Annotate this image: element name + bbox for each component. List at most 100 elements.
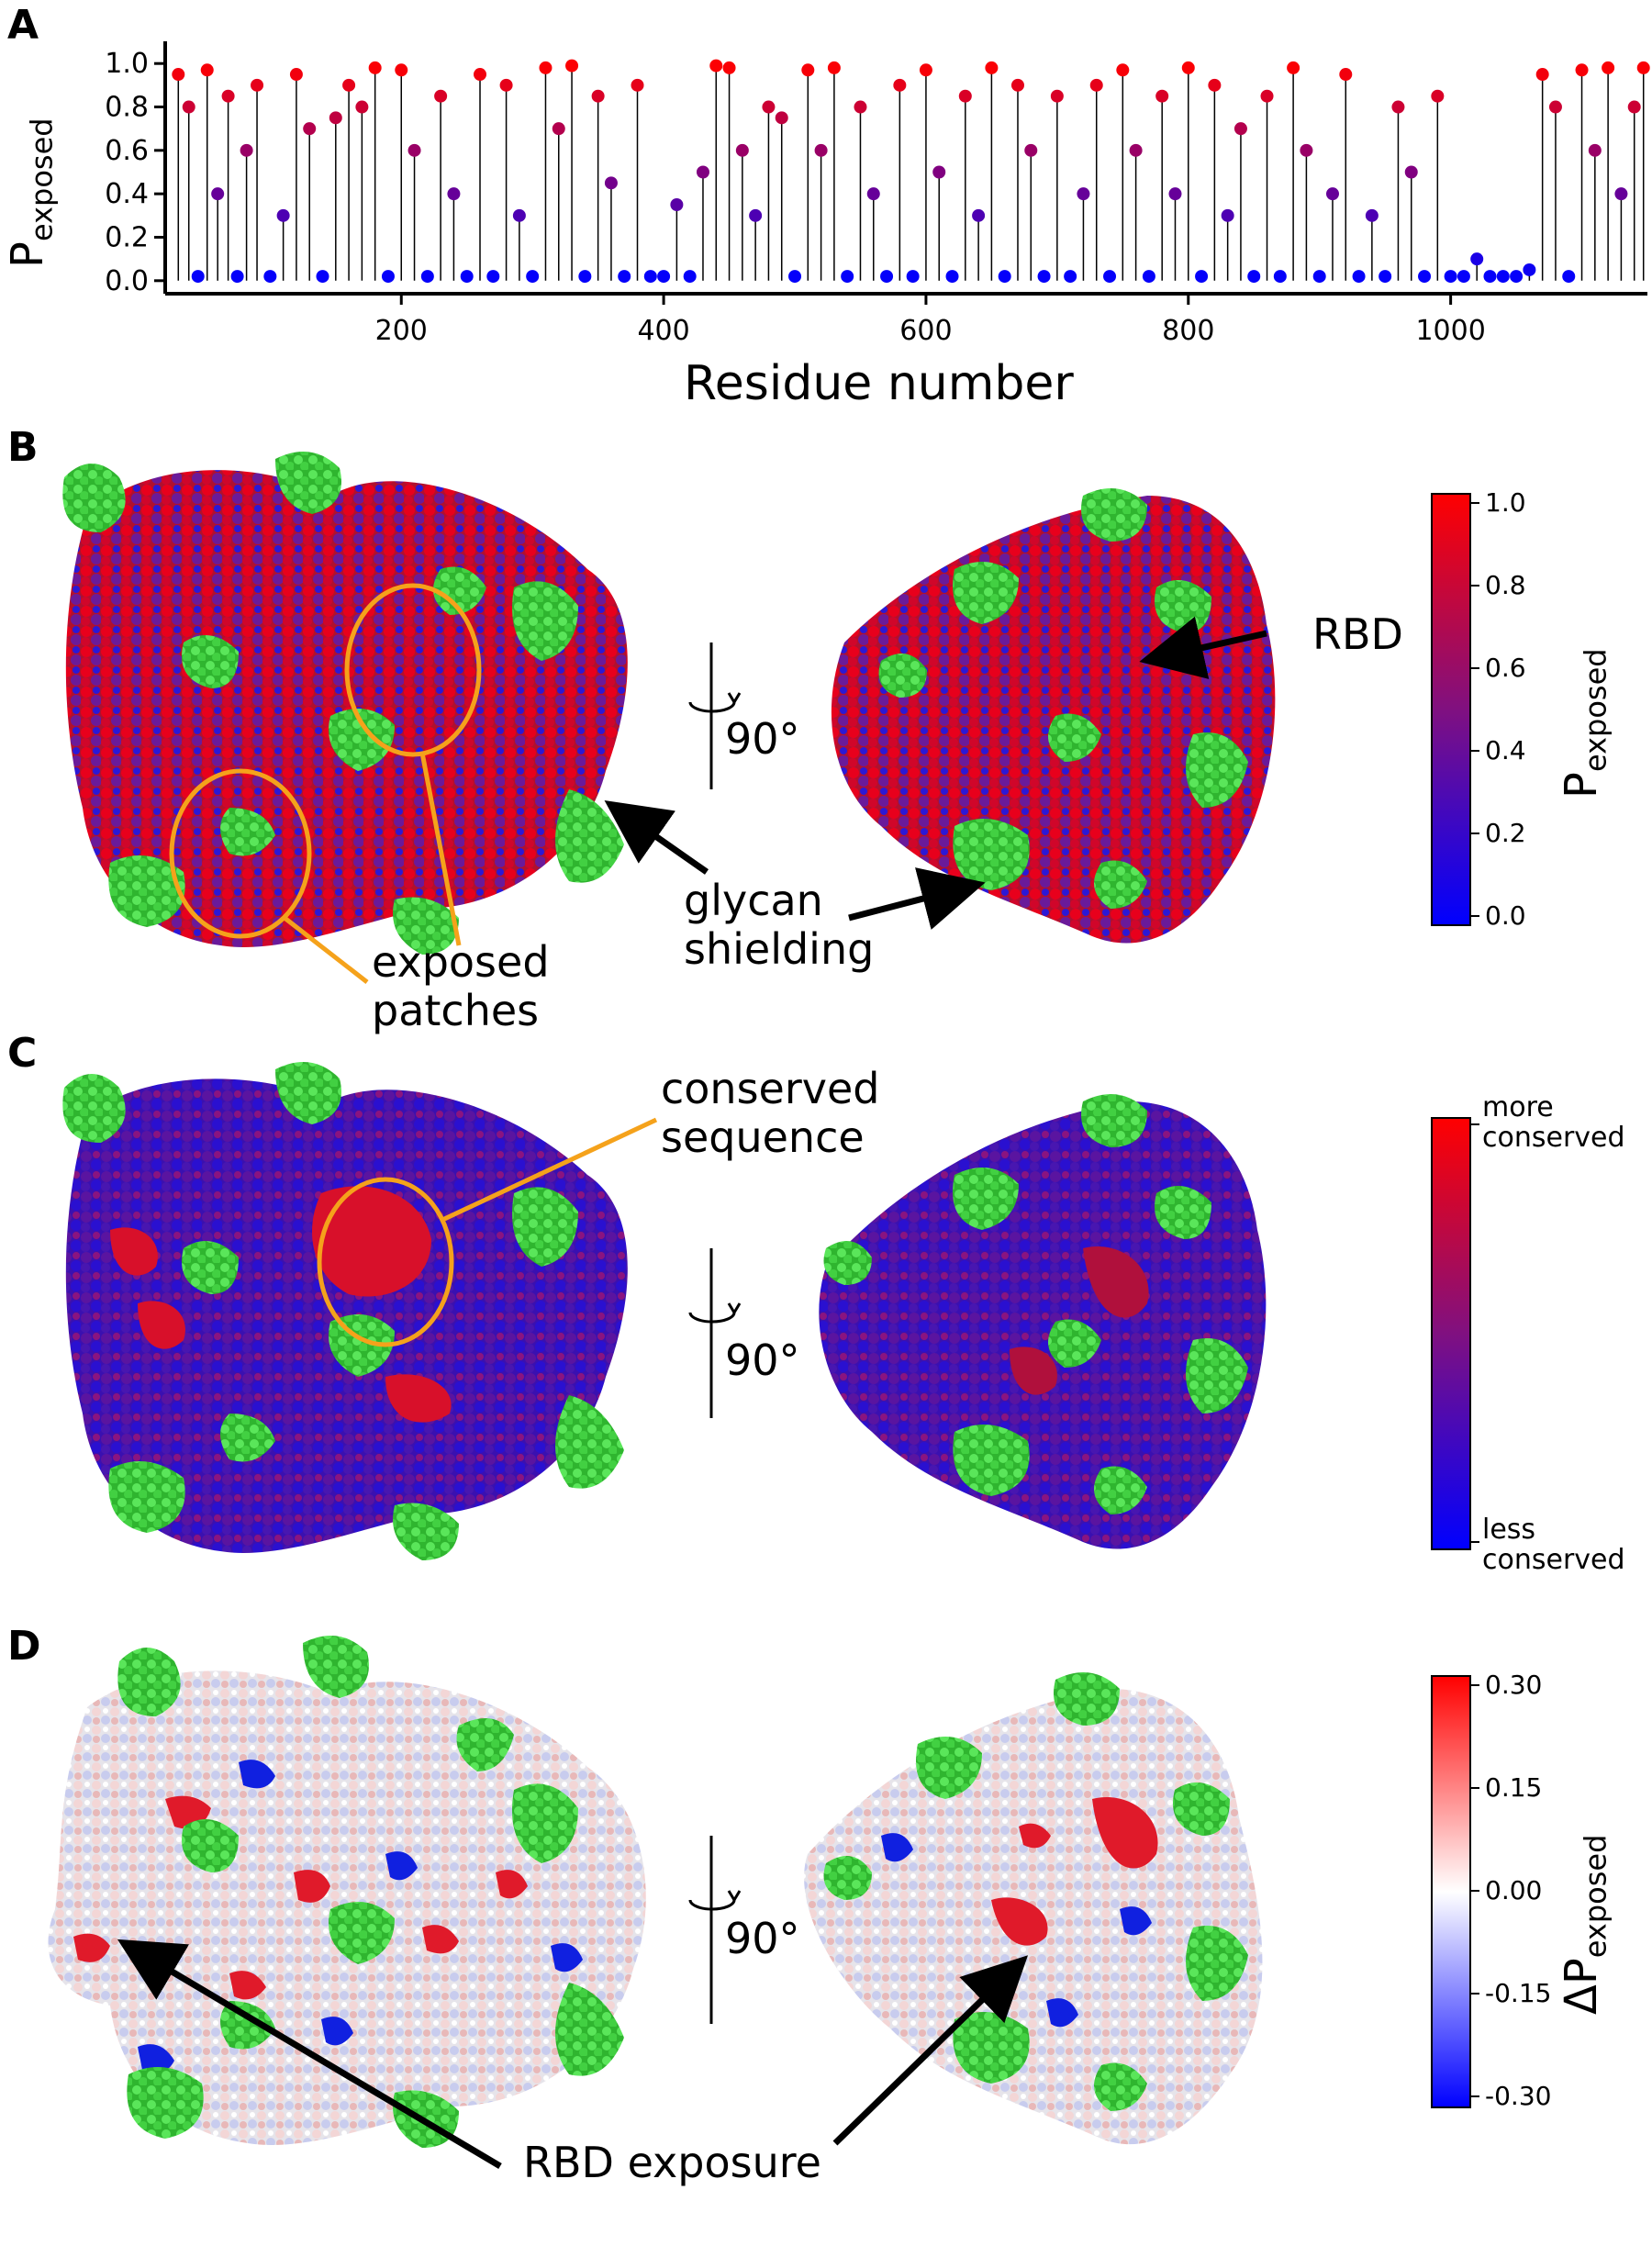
chart-point [1050,89,1064,103]
chart-point [329,111,342,125]
rotation-symbols [688,643,742,2024]
chart-point [342,78,356,92]
chart-point [407,143,421,157]
chart-point [1391,100,1405,114]
y-tick-label: 1.0 [105,48,149,80]
x-tick-label: 1000 [1415,315,1485,347]
colorbar-d-tick-4: -0.15 [1485,1978,1552,2008]
chart-point [604,176,618,190]
chart-point [618,270,631,284]
chart-point [200,63,214,77]
chart-point [932,165,946,179]
chart-point [1404,165,1418,179]
colorbar-b-tick-5: 0.2 [1485,818,1526,848]
colorbar-d-label: ΔPexposed [1556,1834,1613,2015]
colorbar-d-tick-1: 0.30 [1485,1670,1543,1700]
chart-point [1483,270,1497,284]
chart-point [1247,270,1261,284]
x-tick-label: 400 [637,315,689,347]
chart-stems [177,65,1645,281]
rotation-label-c: 90° [725,1335,800,1385]
chart-point [906,270,920,284]
colorbar-b-label: Pexposed [1556,648,1613,799]
colorbar-b-tick-4: 0.4 [1485,735,1526,765]
chart-point [749,208,763,222]
chart-point [735,143,749,157]
panel-d-left-molecule [48,1636,646,2148]
chart-point [709,59,723,73]
chart-point [486,270,500,284]
chart-point [1077,187,1090,201]
chart-point [289,68,303,82]
chart-point [801,63,815,77]
chart-point [998,270,1011,284]
panel-letter-b: B [7,424,39,471]
chart-point [643,270,657,284]
y-tick-label: 0.8 [105,92,149,124]
chart-point [1181,61,1195,74]
chart-point [303,122,317,136]
chart-point [211,187,225,201]
colorbar-b-tick-1: 1.0 [1485,487,1526,518]
chart-point [221,89,235,103]
chart-point [696,165,709,179]
chart-point [945,270,959,284]
chart-point [191,270,205,284]
x-tick-label: 600 [899,315,952,347]
panel-letter-d: D [7,1623,41,1670]
chart-point [381,270,395,284]
chart-point [814,143,828,157]
chart-point [552,122,565,136]
chart-point [355,100,369,114]
y-tick-label: 0.4 [105,178,149,210]
chart-point [1535,68,1549,82]
chart-point [775,111,788,125]
chart-point [1155,89,1169,103]
chart-point [1352,270,1366,284]
x-axis-label: Residue number [684,356,1074,411]
rotation-label-d: 90° [725,1914,800,1963]
chart-point [1300,143,1313,157]
panel-d-annotations [117,1939,1029,2170]
chart-point [1457,270,1470,284]
chart-point [276,208,290,222]
chart-point [565,59,579,73]
panel-d-right-molecule [804,1672,1263,2145]
panel-letter-a: A [7,2,39,49]
chart-point [1037,270,1051,284]
chart-point [1103,270,1117,284]
panel-c-right-molecule [819,1094,1267,1549]
chart-point [1339,68,1353,82]
chart-points [172,59,1650,284]
chart-point [683,270,697,284]
chart-point [631,78,644,92]
chart-point [1562,270,1576,284]
chart-point [447,187,461,201]
chart-point [1168,187,1182,201]
chart-point [316,270,329,284]
chart-point [670,197,684,211]
y-tick-label: 0.0 [105,265,149,297]
exposed-patches-label: exposed patches [372,937,550,1035]
colorbar-b [1431,493,1479,926]
colorbar-b-tick-6: 0.0 [1485,900,1526,931]
chart-point [1548,100,1562,114]
chart-point [1233,122,1247,136]
chart-point [1365,208,1379,222]
chart-point [539,61,553,74]
chart-point [1010,78,1024,92]
chart-point [591,89,605,103]
chart-point [420,270,434,284]
chart-point [1142,270,1155,284]
chart-point [1523,263,1536,276]
chart-point [854,100,867,114]
chart-point [1287,61,1300,74]
rbd-label: RBD [1312,609,1403,659]
chart-point [434,89,448,103]
chart-point [251,78,264,92]
panel-b-right-molecule [831,488,1276,944]
chart-point [1431,89,1445,103]
colorbar-d-tick-2: 0.15 [1485,1772,1543,1803]
colorbar-b-tick-3: 0.6 [1485,653,1526,683]
